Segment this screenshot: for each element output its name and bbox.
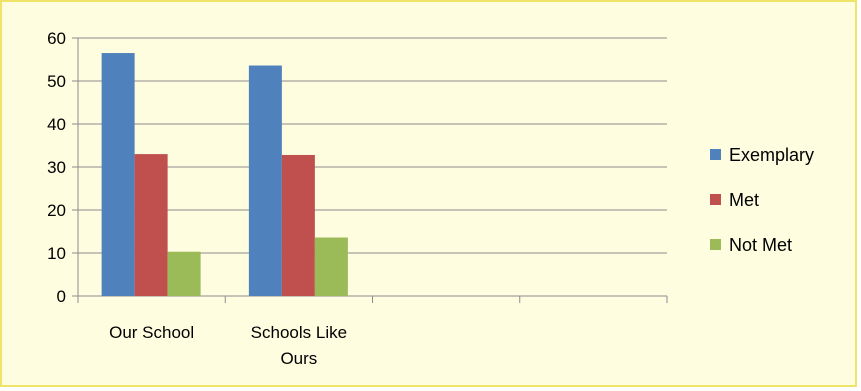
bar-not-met — [314, 237, 348, 296]
bars — [101, 53, 348, 297]
y-tick-label: 20 — [47, 201, 66, 220]
y-tick-label: 0 — [57, 287, 66, 306]
legend-label: Exemplary — [729, 145, 814, 165]
x-tick-label: Ours — [280, 349, 317, 368]
y-tick-label: 60 — [47, 29, 66, 48]
y-tick-label: 40 — [47, 115, 66, 134]
bar-exemplary — [101, 53, 135, 296]
y-tick-label: 10 — [47, 244, 66, 263]
legend: Exemplary Met Not Met — [710, 145, 814, 255]
x-tick-label: Schools Like — [251, 323, 347, 342]
legend-label: Not Met — [729, 235, 792, 255]
bar-exemplary — [248, 65, 282, 297]
y-tick-label: 50 — [47, 72, 66, 91]
bar-met — [281, 154, 315, 296]
y-axis: 0 10 20 30 40 50 60 — [47, 29, 79, 306]
legend-swatch — [710, 194, 721, 205]
x-tick-label: Our School — [109, 323, 194, 342]
legend-swatch — [710, 149, 721, 160]
bar-not-met — [167, 251, 201, 296]
y-tick-label: 30 — [47, 158, 66, 177]
legend-swatch — [710, 239, 721, 250]
legend-label: Met — [729, 190, 759, 210]
bar-met — [134, 154, 168, 296]
x-axis: Our School Schools Like Ours — [72, 295, 668, 368]
